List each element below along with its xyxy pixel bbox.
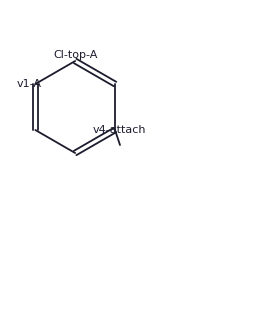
Text: v1-A: v1-A bbox=[17, 79, 42, 89]
Text: v4-attach: v4-attach bbox=[92, 125, 146, 135]
Text: Cl-top-A: Cl-top-A bbox=[53, 50, 97, 60]
